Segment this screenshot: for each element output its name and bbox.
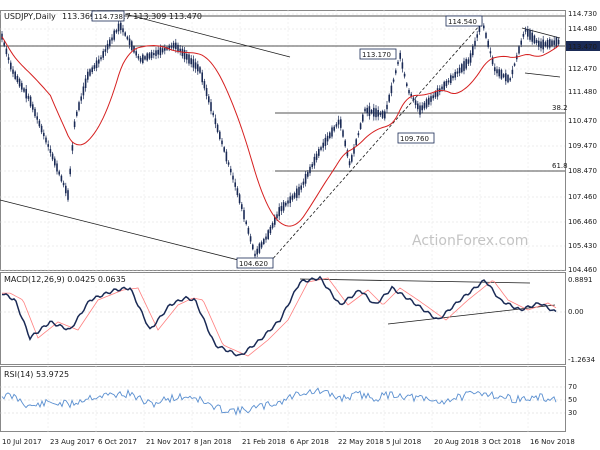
x-axis-label: 6 Apr 2018 <box>290 438 329 446</box>
uptrend-dashed <box>269 24 481 263</box>
downtrend-upper <box>124 13 291 58</box>
annotation-high2: 114.540 <box>445 15 483 27</box>
rsi-axis: 70 50 30 <box>568 383 577 417</box>
annotation-high1-text: 114.738 <box>94 13 123 21</box>
price-axis-label: 111.480 <box>568 88 597 96</box>
macd-axis-label: -1.2634 <box>568 356 596 364</box>
annotation-low1: 104.620 <box>236 257 274 269</box>
x-axis-label: 3 Oct 2018 <box>482 438 521 446</box>
annotation-high2-text: 114.540 <box>448 18 477 26</box>
macd-title: MACD(12,26,9) 0.0425 0.0635 <box>4 275 126 284</box>
annotation-mid-high: 113.170 <box>359 48 397 60</box>
price-axis-label: 104.460 <box>568 266 597 274</box>
annotation-low2: 109.760 <box>397 132 435 144</box>
price-axis-label: 106.460 <box>568 218 597 226</box>
price-axis-label: 108.470 <box>568 167 597 175</box>
rsi-title: RSI(14) 53.9725 <box>4 370 69 379</box>
chart-title: USDJPY,Daily <box>4 12 56 21</box>
watermark: ActionForex.com <box>412 233 528 249</box>
x-axis-label: 8 Jan 2018 <box>194 438 232 446</box>
fib-61-label: 61.8 <box>552 162 568 170</box>
macd-main-line <box>1 275 557 357</box>
annotation-low2-text: 109.760 <box>400 135 429 143</box>
x-axis-label: 6 Oct 2017 <box>98 438 137 446</box>
rsi-line <box>1 387 557 416</box>
macd-upper-trend <box>299 278 531 284</box>
price-axis-label: 110.470 <box>568 117 597 125</box>
moving-average-line <box>1 36 559 227</box>
x-axis-label: 21 Feb 2018 <box>242 438 286 446</box>
x-axis: 10 Jul 2017 23 Aug 2017 6 Oct 2017 21 Nov 2… <box>2 438 575 446</box>
price-axis-label: 109.470 <box>568 142 597 150</box>
x-axis-label: 16 Nov 2018 <box>530 438 575 446</box>
annotation-high1: 114.738 <box>91 10 125 22</box>
x-axis-label: 22 May 2018 <box>338 438 384 446</box>
rsi-panel <box>0 366 566 432</box>
ohlc-readout: 113.369 113.517 113.309 113.470 <box>62 12 202 21</box>
fib-38-label: 38.2 <box>552 104 568 112</box>
downtrend-lower <box>0 199 271 269</box>
current-price-tag: 113.470 <box>566 41 600 51</box>
candlesticks <box>1 16 560 260</box>
macd-axis: 0.8891 0.00 -1.2634 <box>568 276 596 364</box>
current-price-text: 113.470 <box>568 43 597 51</box>
price-axis-label: 114.480 <box>568 25 597 33</box>
rsi-axis-label: 30 <box>568 409 577 417</box>
price-axis: 114.730 114.480 112.470 111.480 110.470 109.4… <box>568 10 597 274</box>
macd-panel <box>0 272 566 365</box>
annotation-low1-text: 104.620 <box>239 260 268 268</box>
x-axis-label: 20 Aug 2018 <box>434 438 479 446</box>
x-axis-label: 10 Jul 2017 <box>2 438 42 446</box>
macd-signal-line <box>2 277 557 357</box>
price-axis-label: 105.430 <box>568 242 597 250</box>
price-axis-label: 107.460 <box>568 193 597 201</box>
annotation-mid-high-text: 113.170 <box>362 51 391 59</box>
price-panel <box>0 10 566 271</box>
x-axis-label: 21 Nov 2017 <box>146 438 191 446</box>
price-axis-label: 112.470 <box>568 65 597 73</box>
triangle-bottom <box>524 72 561 78</box>
macd-axis-label: 0.00 <box>568 308 584 316</box>
rsi-axis-label: 70 <box>568 383 577 391</box>
x-axis-label: 23 Aug 2017 <box>50 438 95 446</box>
x-axis-label: 5 Jul 2018 <box>386 438 421 446</box>
macd-axis-label: 0.8891 <box>568 276 593 284</box>
macd-lower-trend <box>387 304 556 325</box>
rsi-axis-label: 50 <box>568 396 577 404</box>
price-axis-label: 114.730 <box>568 10 597 18</box>
